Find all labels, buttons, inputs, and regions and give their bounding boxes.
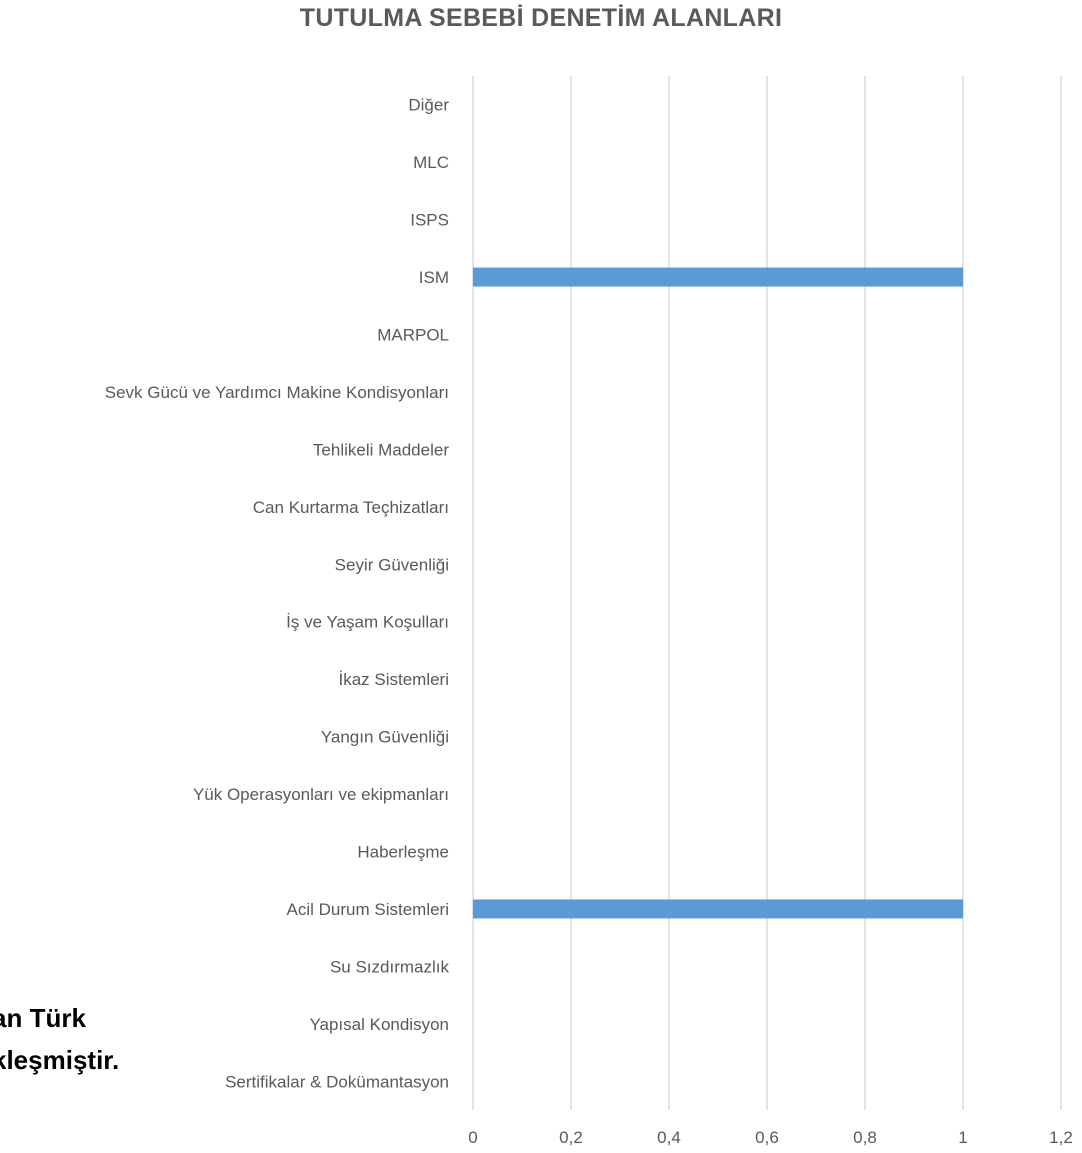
bar	[473, 267, 963, 287]
bars	[473, 267, 963, 919]
category-label: Tehlikeli Maddeler	[313, 440, 449, 459]
background-text-line-2: kleşmiştir.	[0, 1045, 120, 1075]
x-tick-label: 0	[468, 1128, 477, 1147]
x-tick-label: 1	[958, 1128, 967, 1147]
category-labels: Sertifikalar & Dokümantasyon Yapısal Kond…	[105, 96, 450, 1092]
category-label: Haberleşme	[357, 843, 449, 862]
x-tick-label: 1,2	[1049, 1128, 1073, 1147]
category-label: Su Sızdırmazlık	[330, 957, 450, 976]
category-label: Yangın Güvenliği	[321, 728, 449, 747]
background-text-line-1: an Türk	[0, 1003, 86, 1033]
x-tick-label: 0,6	[755, 1128, 779, 1147]
gridlines	[472, 76, 1062, 1110]
category-label: Sevk Gücü ve Yardımcı Makine Kondisyonla…	[105, 383, 449, 402]
category-label: İkaz Sistemleri	[338, 670, 449, 689]
category-label: Can Kurtarma Teçhizatları	[253, 498, 449, 517]
category-label: ISPS	[410, 211, 449, 230]
chart-title: TUTULMA SEBEBİ DENETİM ALANLARI	[299, 4, 783, 32]
x-tick-labels: 0 0,2 0,4 0,6 0,8 1 1,2	[468, 1128, 1073, 1147]
category-label: ISM	[419, 268, 449, 287]
x-tick-label: 0,8	[853, 1128, 877, 1147]
category-label: Yapısal Kondisyon	[309, 1015, 449, 1034]
x-tick-label: 0,4	[657, 1128, 681, 1147]
category-label: Seyir Güvenliği	[335, 555, 449, 574]
category-label: Sertifikalar & Dokümantasyon	[225, 1072, 449, 1091]
category-label: MLC	[413, 153, 449, 172]
x-tick-label: 0,2	[559, 1128, 583, 1147]
category-label: İş ve Yaşam Koşulları	[286, 613, 449, 632]
category-label: Yük Operasyonları ve ekipmanları	[193, 785, 449, 804]
bar	[473, 899, 963, 919]
category-label: Acil Durum Sistemleri	[287, 900, 449, 919]
category-label: Diğer	[408, 96, 449, 115]
category-label: MARPOL	[377, 326, 449, 345]
